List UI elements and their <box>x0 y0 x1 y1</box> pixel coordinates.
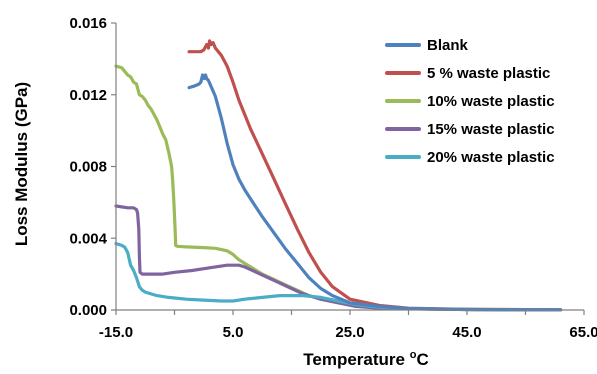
legend-label: 15% waste plastic <box>427 121 555 138</box>
y-tick-label: 0.004 <box>69 230 107 247</box>
x-tick-label: 5.0 <box>223 324 244 341</box>
axes: 0.000 0.004 0.008 0.012 0.016 -15.0 5.0 25.0 45.… <box>69 15 597 341</box>
x-tick-label: 65.0 <box>569 324 597 341</box>
y-tick-label: 0.012 <box>69 87 107 104</box>
x-axis-title: Temperature oC <box>303 349 428 369</box>
y-tick-label: 0.016 <box>69 15 107 32</box>
x-tick-label: 45.0 <box>452 324 481 341</box>
legend-label: 10% waste plastic <box>427 93 555 110</box>
series-line-15-waste-plastic <box>114 204 563 312</box>
legend-label: 5 % waste plastic <box>427 65 550 82</box>
legend-label: 20% waste plastic <box>427 149 555 166</box>
y-axis-title: Loss Modulus (GPa) <box>12 82 31 246</box>
series-line-5-waste-plastic <box>187 39 563 312</box>
series-line-blank <box>187 73 563 312</box>
series-line-20-waste-plastic <box>114 242 563 312</box>
plot-area <box>114 39 563 312</box>
legend: Blank 5 % waste plastic 10% waste plastic 1… <box>385 37 555 166</box>
legend-label: Blank <box>427 37 469 54</box>
x-axis-title-unit: C <box>416 350 428 369</box>
x-axis-title-superscript: o <box>410 349 417 361</box>
y-tick-label: 0.000 <box>69 302 107 319</box>
y-tick-label: 0.008 <box>69 159 107 176</box>
x-axis-title-main: Temperature <box>303 350 409 369</box>
x-tick-label: -15.0 <box>99 324 133 341</box>
x-tick-label: 25.0 <box>335 324 364 341</box>
